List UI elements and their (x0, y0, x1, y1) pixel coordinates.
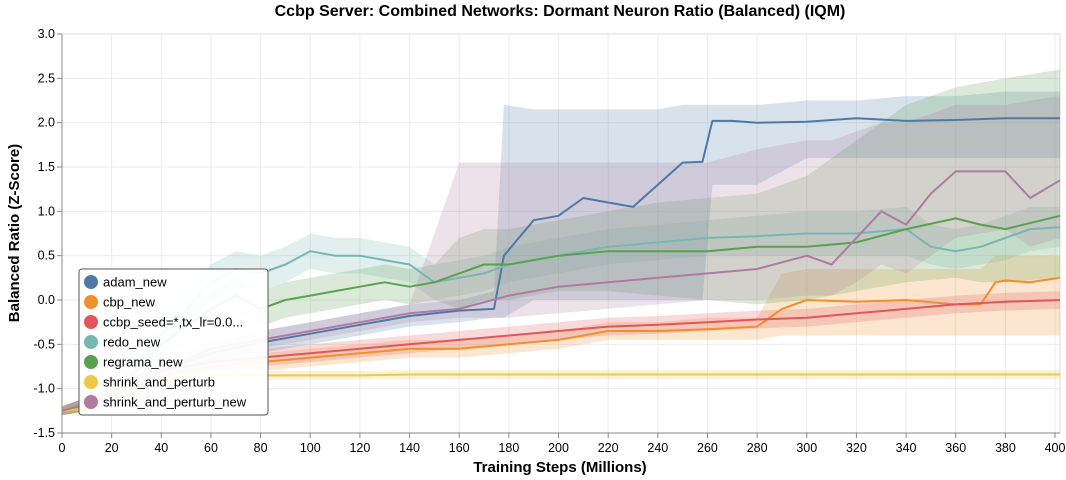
x-tick-label: 360 (945, 441, 966, 455)
x-tick-label: 320 (846, 441, 867, 455)
legend-swatch (84, 275, 98, 289)
legend-label: cbp_new (103, 295, 156, 310)
x-tick-label: 200 (548, 441, 569, 455)
band-ccbp_seed=*,tx_lr=0.0... (62, 291, 1060, 416)
legend-swatch (84, 375, 98, 389)
x-tick-label: 220 (598, 441, 619, 455)
legend-swatch (84, 315, 98, 329)
x-tick-label: 300 (796, 441, 817, 455)
x-tick-label: 380 (995, 441, 1016, 455)
x-tick-label: 180 (498, 441, 519, 455)
legend-label: ccbp_seed=*,tx_lr=0.0... (103, 315, 243, 330)
y-tick-label: -0.5 (33, 337, 55, 351)
axes: 0 20 40 60 80 100 120 140 160 180 200 220 240 260 280 3… (33, 27, 1065, 455)
x-tick-label: 60 (204, 441, 218, 455)
legend-swatch (84, 295, 98, 309)
series-line-adam_new (61, 117, 1060, 412)
x-tick-label: 160 (449, 441, 470, 455)
y-tick-label: 0.0 (38, 293, 55, 307)
x-tick-label: 100 (300, 441, 321, 455)
x-tick-label: 140 (399, 441, 420, 455)
legend-label: regrama_new (103, 355, 183, 370)
legend-swatch (84, 395, 98, 409)
x-tick-label: 280 (747, 441, 768, 455)
y-tick-label: -1.5 (33, 426, 55, 440)
y-tick-label: -1.0 (33, 382, 55, 396)
y-tick-label: 1.0 (38, 204, 55, 218)
x-tick-label: 20 (105, 441, 119, 455)
x-tick-label: 340 (896, 441, 917, 455)
legend-swatch (84, 335, 98, 349)
y-tick-label: 2.0 (38, 116, 55, 130)
legend-label: redo_new (103, 335, 161, 350)
x-tick-label: 240 (647, 441, 668, 455)
y-tick-label: 0.5 (38, 249, 55, 263)
chart-title: Ccbp Server: Combined Networks: Dormant … (274, 3, 846, 20)
y-axis-title: Balanced Ratio (Z-Score) (6, 144, 23, 322)
y-tick-label: 3.0 (38, 27, 55, 41)
legend-label: shrink_and_perturb (103, 375, 215, 390)
x-tick-label: 400 (1045, 441, 1066, 455)
x-tick-label: 120 (349, 441, 370, 455)
x-axis-title: Training Steps (Millions) (473, 459, 646, 476)
x-tick-label: 0 (59, 441, 66, 455)
legend: adam_new cbp_new ccbp_seed=*,tx_lr=0.0...r… (78, 268, 269, 416)
legend-label: adam_new (103, 275, 167, 290)
legend-swatch (84, 355, 98, 369)
x-tick-label: 260 (697, 441, 718, 455)
x-tick-label: 40 (154, 441, 168, 455)
legend-label: shrink_and_perturb_new (103, 395, 247, 410)
band-regrama_new (62, 69, 1060, 416)
y-tick-label: 1.5 (38, 160, 55, 174)
band-cbp_new (62, 255, 1060, 416)
x-tick-label: 80 (254, 441, 268, 455)
legend-box (78, 268, 269, 416)
y-tick-label: 2.5 (38, 71, 55, 85)
band-redo_new (62, 206, 1060, 416)
